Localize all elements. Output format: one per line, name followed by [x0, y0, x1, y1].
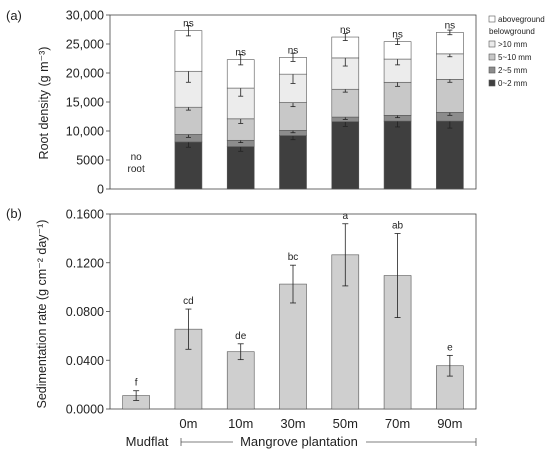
legend-swatch-aboveground — [488, 15, 496, 23]
bar-30m — [279, 283, 307, 410]
bar-segment-5-10-mm-50m — [331, 88, 360, 118]
panel-a-label: (a) — [6, 8, 22, 23]
sedimentation-rate-chart: Sedimentation rate (g cm⁻² day⁻¹) 0.0000… — [35, 208, 477, 431]
panel-b-y-axis-label: Sedimentation rate (g cm⁻² day⁻¹) — [35, 220, 49, 409]
legend-label-5-10-mm: 5~10 mm — [498, 53, 532, 62]
x-label-mudflat: Mudflat — [126, 434, 169, 449]
legend-label-2-5-mm: 2~5 mm — [498, 66, 527, 75]
x-tick-label-30m: 30m — [280, 416, 305, 431]
letter-label-70m: ab — [392, 221, 404, 232]
panel-a-y-axis-label: Root density (g m⁻³) — [37, 47, 51, 160]
letter-label-mudflat: f — [135, 378, 138, 389]
x-group-label-mangrove-plantation: Mangrove plantation — [240, 434, 358, 449]
bar-segment-0-2-mm-0m — [174, 141, 203, 190]
legend-swatch-2-5-mm — [488, 66, 496, 74]
bar-10m — [226, 351, 255, 410]
panel-a-y-tick-label: 5000 — [76, 154, 104, 168]
panel-a-y-tick-label: 0 — [97, 183, 104, 197]
x-tick-label-50m: 50m — [333, 416, 358, 431]
letter-label-0m: cd — [183, 296, 194, 307]
bar-segment-0-2-mm-90m — [436, 120, 464, 190]
panel-b-y-tick-label: 0.0000 — [66, 403, 104, 417]
panel-b-y-tick-label: 0.1600 — [66, 208, 104, 222]
legend-label-10-mm: >10 mm — [498, 40, 527, 49]
letter-label-50m: a — [343, 211, 349, 222]
panel-b-label: (b) — [6, 206, 22, 221]
significance-label-90m: ns — [445, 20, 456, 31]
panel-a-y-tick-label: 30,000 — [66, 9, 104, 23]
bar-segment-5-10-mm-70m — [383, 81, 412, 116]
x-tick-label-0m: 0m — [179, 416, 197, 431]
panel-a-y-tick-label: 25,000 — [66, 38, 104, 52]
panel-a-y-tick-label: 15,000 — [66, 96, 104, 110]
significance-label-10m: ns — [235, 48, 246, 59]
bar-segment-0-2-mm-50m — [331, 121, 360, 190]
bar-segment-0-2-mm-10m — [226, 146, 255, 190]
legend-swatch-5-10-mm — [488, 53, 496, 61]
legend-label-aboveground: aboveground — [498, 15, 545, 24]
significance-label-70m: ns — [392, 30, 403, 41]
bar-segment-5-10-mm-90m — [436, 79, 464, 113]
bar-segment-0-2-mm-30m — [279, 135, 307, 190]
significance-label-50m: ns — [340, 25, 351, 36]
bar-segment-10-mm-90m — [436, 53, 464, 80]
x-tick-label-90m: 90m — [437, 416, 462, 431]
legend-swatch-0-2-mm — [488, 79, 496, 87]
legend-label-0-2-mm: 0~2 mm — [498, 79, 527, 88]
panel-a-y-tick-label: 10,000 — [66, 125, 104, 139]
x-tick-label-10m: 10m — [228, 416, 253, 431]
significance-label-30m: ns — [288, 45, 299, 56]
letter-label-90m: e — [447, 342, 453, 353]
bar-segment-aboveground-90m — [436, 32, 464, 55]
panel-a-y-tick-label: 20,000 — [66, 67, 104, 81]
bar-segment-0-2-mm-70m — [383, 120, 412, 190]
letter-label-30m: bc — [288, 252, 299, 263]
legend-swatch-10-mm — [488, 40, 496, 48]
panel-a-legend: aboveground belowground >10 mm 5~10 mm 2~5 m… — [488, 15, 545, 88]
bar-segment-aboveground-0m — [174, 30, 203, 72]
letter-label-10m: de — [235, 331, 247, 342]
x-tick-label-70m: 70m — [385, 416, 410, 431]
legend-label-belowground: belowground — [489, 27, 535, 36]
bar-segment-5-10-mm-0m — [174, 106, 203, 135]
no-root-label-line2: root — [128, 164, 145, 175]
bar-segment-5-10-mm-30m — [279, 102, 307, 131]
panel-b-y-tick-label: 0.1200 — [66, 256, 104, 270]
panel-b-y-tick-label: 0.0800 — [66, 305, 104, 319]
significance-label-0m: ns — [183, 19, 194, 30]
panel-b-y-tick-label: 0.0400 — [66, 354, 104, 368]
no-root-label-line1: no — [131, 152, 143, 163]
root-density-chart: Root density (g m⁻³) aboveground belowgro… — [37, 9, 545, 197]
x-axis-group-labels: Mudflat Mangrove plantation — [126, 434, 477, 449]
